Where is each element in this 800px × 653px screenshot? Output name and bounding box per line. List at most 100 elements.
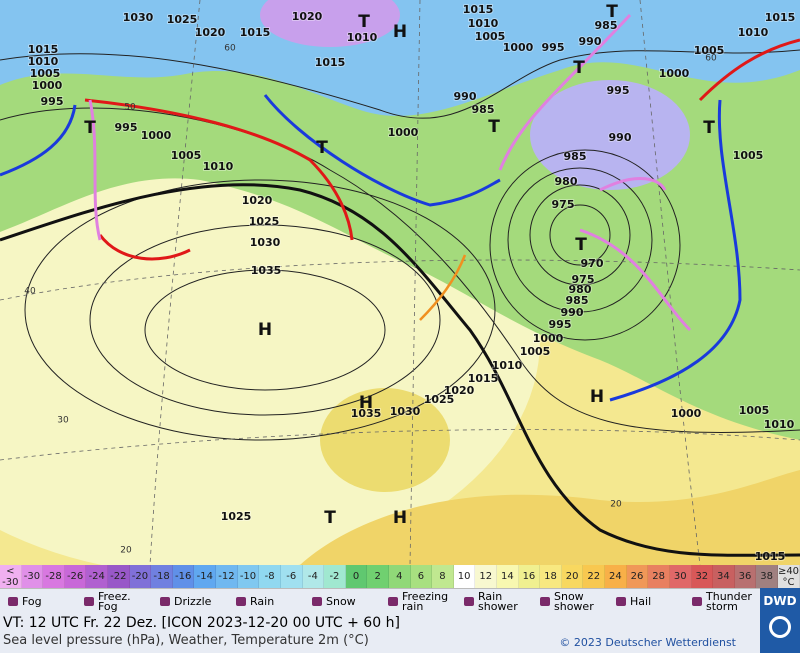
scale-cell: -14 bbox=[194, 565, 217, 588]
pressure-label: 1020 bbox=[444, 384, 475, 397]
pressure-system: T bbox=[84, 118, 96, 138]
scale-cell: 26 bbox=[626, 565, 649, 588]
graticule bbox=[0, 0, 800, 565]
pressure-system: H bbox=[393, 22, 407, 42]
weather-legend: Fog Freez. Fog Drizzle Rain Snow Freezing rai… bbox=[0, 588, 760, 614]
pressure-label: 1035 bbox=[351, 407, 382, 420]
pressure-label: 1005 bbox=[520, 345, 551, 358]
scale-cell: -6 bbox=[280, 565, 303, 588]
occlusion bbox=[88, 13, 692, 332]
pressure-label: 995 bbox=[115, 121, 138, 134]
valid-time: VT: 12 UTC Fr. 22 Dez. [ICON 2023-12-20 … bbox=[3, 615, 400, 631]
cold-patch bbox=[260, 0, 400, 47]
scale-cell: 2 bbox=[367, 565, 389, 588]
isotherm-label: 50 bbox=[124, 103, 136, 113]
legend-item: Fog bbox=[0, 589, 76, 614]
pressure-label: 1000 bbox=[32, 79, 63, 92]
pressure-system: H bbox=[393, 508, 407, 528]
isotherm-label: 40 bbox=[24, 287, 36, 297]
pressure-label: 985 bbox=[595, 19, 618, 32]
isotherm-label: 60 bbox=[705, 54, 717, 64]
scale-cell: 36 bbox=[734, 565, 757, 588]
scale-cell: 30 bbox=[669, 565, 692, 588]
scale-cell: -20 bbox=[129, 565, 152, 588]
scale-cell: < -30 bbox=[0, 565, 22, 588]
scale-cell: -12 bbox=[216, 565, 238, 588]
cold-front bbox=[0, 104, 77, 177]
pressure-label: 970 bbox=[581, 257, 604, 270]
isotherm-label: 20 bbox=[120, 546, 132, 556]
pressure-system: H bbox=[590, 387, 604, 407]
pressure-label: 1000 bbox=[503, 41, 534, 54]
legend-item: Rain bbox=[228, 589, 304, 614]
pressure-label: 990 bbox=[609, 131, 632, 144]
legend-item: Freezing rain bbox=[380, 589, 456, 614]
legend-item: Thunder storm bbox=[684, 589, 760, 614]
legend-item: Snow shower bbox=[532, 589, 608, 614]
pressure-label: 1010 bbox=[738, 26, 769, 39]
pressure-label: 995 bbox=[41, 95, 64, 108]
pressure-label: 995 bbox=[607, 84, 630, 97]
legend-item: Hail bbox=[608, 589, 684, 614]
pressure-label: 1025 bbox=[167, 13, 198, 26]
pressure-label: 990 bbox=[561, 306, 584, 319]
warm-front bbox=[98, 234, 191, 261]
pressure-label: 1030 bbox=[390, 405, 421, 418]
pressure-label: 1030 bbox=[250, 236, 281, 249]
pressure-label: 990 bbox=[454, 90, 477, 103]
pressure-label: 1000 bbox=[388, 126, 419, 139]
scale-cell: -30 bbox=[21, 565, 44, 588]
cold-patch bbox=[530, 80, 690, 190]
scale-cell: 0 bbox=[345, 565, 368, 588]
temperature-scale: < -30 -30 -28 -26 -24 -22 -20 -18 -16 -14 -12 -10 -8-… bbox=[0, 565, 800, 588]
scale-cell: 16 bbox=[518, 565, 541, 588]
scale-cell: 22 bbox=[583, 565, 606, 588]
logo: DWD bbox=[760, 588, 800, 653]
pressure-label: 1005 bbox=[733, 149, 764, 162]
scale-cell: -18 bbox=[151, 565, 173, 588]
scale-symbol: ≥40 bbox=[777, 565, 800, 577]
scale-cell: 28 bbox=[648, 565, 670, 588]
legend-item: Snow bbox=[304, 589, 380, 614]
pressure-label: 1015 bbox=[240, 26, 271, 39]
pressure-label: 990 bbox=[579, 35, 602, 48]
pressure-label: 1025 bbox=[221, 510, 252, 523]
pressure-label: 995 bbox=[549, 318, 572, 331]
pressure-label: 1010 bbox=[28, 55, 59, 68]
scale-label: -30 bbox=[2, 576, 19, 588]
pressure-label: 1005 bbox=[30, 67, 61, 80]
pressure-label: 1010 bbox=[468, 17, 499, 30]
pressure-label: 985 bbox=[472, 103, 495, 116]
scale-cell: 10 bbox=[453, 565, 476, 588]
warm-front bbox=[84, 98, 354, 241]
scale-cell: 14 bbox=[497, 565, 519, 588]
cold-front bbox=[263, 94, 501, 207]
africa bbox=[300, 470, 800, 565]
cold-front bbox=[609, 99, 742, 402]
cold-north bbox=[0, 0, 800, 116]
pressure-label: 1015 bbox=[468, 372, 499, 385]
pressure-system: T bbox=[703, 118, 715, 138]
description: Sea level pressure (hPa), Weather, Tempe… bbox=[3, 633, 369, 648]
pressure-label: 1010 bbox=[764, 418, 795, 431]
isobars bbox=[0, 49, 800, 441]
pressure-system: T bbox=[316, 138, 328, 158]
scale-cell: 34 bbox=[713, 565, 735, 588]
pressure-label: 985 bbox=[564, 150, 587, 163]
pressure-label: 975 bbox=[572, 273, 595, 286]
pressure-label: 1000 bbox=[671, 407, 702, 420]
scale-cell: 6 bbox=[410, 565, 433, 588]
isotherm-label: 20 bbox=[610, 500, 622, 510]
pressure-system: T bbox=[488, 117, 500, 137]
scale-symbol: < bbox=[6, 565, 15, 577]
pressure-label: 1000 bbox=[141, 129, 172, 142]
pressure-label: 1005 bbox=[694, 44, 725, 57]
pressure-label: 1015 bbox=[463, 3, 494, 16]
legend-item: Rain shower bbox=[456, 589, 532, 614]
pressure-system: T bbox=[606, 2, 618, 22]
pressure-label: 1010 bbox=[347, 31, 378, 44]
warm-front bbox=[698, 38, 800, 102]
pressure-system: T bbox=[575, 235, 587, 255]
pressure-label: 1015 bbox=[28, 43, 59, 56]
